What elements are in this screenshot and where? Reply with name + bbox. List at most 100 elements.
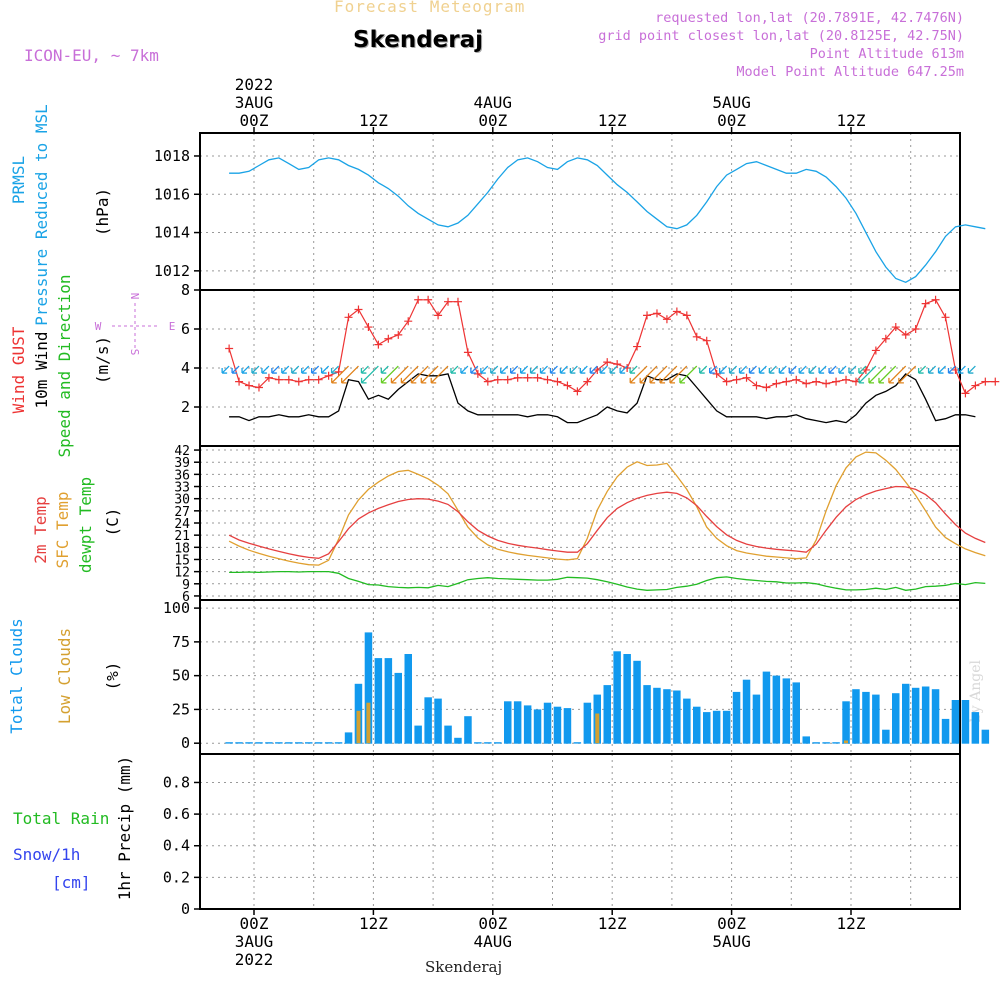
bottom-axis-label: 3AUG	[235, 932, 274, 951]
wind-gust-marker	[822, 379, 831, 388]
wind-10m-label: 10m Wind	[32, 331, 51, 408]
wind-ytick-label: 2	[181, 398, 190, 416]
precip-ytick-label: 0	[181, 900, 190, 918]
pressure-ytick-label: 1018	[154, 147, 190, 165]
wind-gust-marker	[503, 375, 512, 384]
total-clouds-bar	[324, 742, 333, 744]
total-clouds-bar	[712, 710, 721, 744]
wind-direction-arrow	[221, 365, 230, 374]
total-clouds-bar	[872, 694, 880, 744]
temperature-ytick-label: 27	[174, 505, 190, 520]
total-clouds-bar	[225, 742, 233, 744]
wind-gust-marker	[434, 311, 443, 320]
total-clouds-bar	[792, 682, 800, 744]
wind-direction-arrow	[659, 365, 678, 384]
clouds-ytick-label: 75	[172, 633, 190, 651]
precip-snow-label: Snow/1h	[13, 845, 80, 864]
total-clouds-bar	[822, 742, 830, 744]
wind-direction-arrow	[709, 365, 718, 374]
wind-direction-arrow	[589, 365, 598, 374]
total-clouds-bar	[414, 725, 422, 744]
total-clouds-bar	[464, 716, 472, 744]
total-clouds-label: Total Clouds	[7, 618, 26, 734]
total-clouds-bar	[424, 697, 432, 744]
wind-direction-arrow	[878, 365, 897, 384]
wind-gust-marker	[284, 375, 293, 384]
precip-frame	[199, 753, 961, 910]
temperature-ytick-label: 33	[174, 481, 190, 496]
wind-speed-dir-label: Speed and Direction	[55, 274, 74, 457]
total-clouds-bar	[762, 671, 771, 744]
wind-gust-marker	[682, 311, 691, 320]
wind-gust-marker	[712, 369, 721, 378]
bottom-axis-label: 12Z	[359, 914, 388, 933]
wind-gust-marker	[573, 387, 582, 396]
model-name: ICON-EU, ~ 7km	[24, 46, 159, 65]
top-axis-label: 00Z	[240, 111, 269, 130]
wind-direction-arrow	[728, 365, 738, 374]
bottom-axis-label: 12Z	[598, 914, 627, 933]
wind-gust-marker	[254, 383, 263, 392]
wind-gust-marker	[314, 375, 323, 384]
wind-gust-line	[228, 299, 996, 395]
clouds-ytick-label: 100	[163, 599, 190, 617]
temperature-ytick-label: 9	[182, 578, 190, 593]
low-clouds-bar	[366, 702, 371, 744]
total-clouds-bar	[285, 742, 293, 744]
top-axis-label: 5AUG	[712, 93, 751, 112]
wind-gust-marker	[692, 332, 701, 341]
requested-coords: requested lon,lat (20.7891E, 42.7476N)	[655, 10, 964, 26]
total-clouds-bar	[703, 712, 711, 744]
wind-direction-arrow	[430, 365, 449, 384]
pressure-label-prmsl: PRMSL	[9, 156, 28, 204]
total-clouds-bar	[384, 658, 393, 744]
total-clouds-bar	[693, 706, 701, 744]
wind-direction-arrow	[818, 365, 827, 374]
wind-gust-marker	[344, 313, 353, 322]
temperature-ytick-label: 6	[182, 590, 190, 605]
low-clouds-bar	[595, 713, 600, 744]
pressure-ytick-label: 1014	[154, 224, 190, 242]
wind-gust-marker	[931, 295, 940, 304]
wind-gust-marker	[235, 377, 244, 386]
total-clouds-bar	[553, 706, 562, 744]
pressure-line	[229, 157, 986, 284]
wind-gust-marker	[583, 377, 592, 386]
wind-direction-arrow	[798, 365, 807, 374]
wind-direction-arrow	[957, 365, 966, 374]
wind-gust-marker	[424, 295, 433, 304]
top-axis-label: 3AUG	[235, 93, 274, 112]
top-axis-label: 2022	[235, 75, 274, 94]
wind-gust-marker	[662, 315, 671, 324]
total-clouds-bar	[931, 689, 940, 744]
wind-direction-arrow	[261, 365, 270, 374]
wind-gust-marker	[453, 297, 462, 306]
wind-direction-arrow	[539, 365, 548, 374]
total-clouds-bar	[305, 742, 313, 744]
total-clouds-bar	[971, 712, 980, 744]
total-clouds-bar	[772, 675, 781, 744]
wind-direction-arrow	[868, 365, 887, 384]
wind-direction-arrow	[858, 365, 877, 384]
precip-ytick-label: 0.6	[163, 805, 190, 823]
low-clouds-bar	[356, 710, 361, 744]
wind-direction-arrow	[271, 365, 280, 374]
top-axis-label: 4AUG	[474, 93, 513, 112]
temperature-ytick-label: 15	[174, 553, 190, 568]
wind-direction-arrow	[888, 365, 907, 384]
clouds-ytick-label: 0	[181, 734, 190, 752]
sfc-temp-line	[228, 451, 986, 566]
wind-10m-line	[229, 373, 976, 424]
total-clouds-bar	[911, 687, 920, 744]
total-clouds-bar	[633, 660, 641, 744]
wind-direction-arrow	[251, 365, 260, 374]
compass-n: N	[128, 293, 141, 300]
wind-gust-marker	[304, 375, 313, 384]
wind-direction-arrow	[291, 365, 300, 374]
total-clouds-bar	[802, 736, 810, 744]
wind-direction-arrow	[519, 365, 529, 374]
low-clouds-label: Low Clouds	[55, 628, 74, 724]
top-axis-label: 12Z	[598, 111, 627, 130]
total-clouds-bar	[533, 709, 542, 744]
